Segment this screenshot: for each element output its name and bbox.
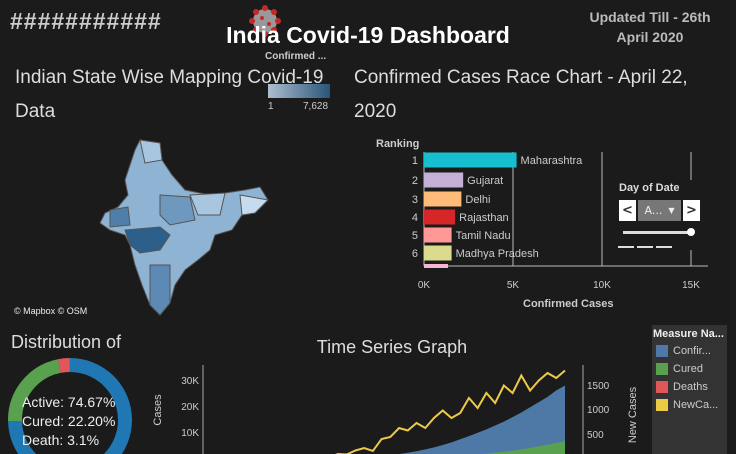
date-dropdown-value: A... bbox=[644, 204, 663, 217]
prev-date-button[interactable]: < bbox=[619, 200, 636, 221]
date-slider-track[interactable] bbox=[623, 231, 693, 234]
cured-area bbox=[481, 441, 565, 454]
y2-tick-label: 500 bbox=[587, 430, 604, 441]
updated-date: Updated Till - 26th April 2020 bbox=[580, 7, 720, 47]
updated-line1: Updated Till - 26th bbox=[589, 9, 711, 25]
chevron-down-icon: ▼ bbox=[668, 206, 675, 215]
x-tick-label: 5K bbox=[507, 280, 520, 291]
active-pct: Active: 74.67% bbox=[22, 394, 116, 410]
map-title-line1: Indian State Wise Mapping Covid-19 bbox=[15, 67, 324, 88]
header-hashes: ########### bbox=[10, 8, 162, 34]
legend-swatch bbox=[656, 381, 668, 393]
bar-partial bbox=[424, 264, 449, 268]
y-axis-label: Cases bbox=[152, 394, 164, 426]
legend-swatch bbox=[656, 363, 668, 375]
rank-label: 6 bbox=[412, 248, 418, 260]
distribution-donut bbox=[8, 358, 132, 454]
y-tick-label: 10K bbox=[181, 428, 199, 439]
map-legend-max: 7,628 bbox=[303, 101, 329, 112]
timeseries-chart: 30K 20K 10K 1500 1000 500 Cases New Cases bbox=[152, 365, 639, 454]
race-title: Confirmed Cases Race Chart - April 22, 20… bbox=[354, 61, 688, 129]
legend-swatch bbox=[656, 399, 668, 411]
playback-controls[interactable] bbox=[618, 246, 672, 248]
map-title: Indian State Wise Mapping Covid-19 Data bbox=[15, 61, 323, 129]
distribution-title: Distribution of bbox=[11, 332, 122, 352]
y2-tick-label: 1000 bbox=[587, 405, 610, 416]
bar-label: Maharashtra bbox=[521, 155, 584, 167]
map-legend-min: 1 bbox=[268, 101, 274, 112]
y-tick-label: 30K bbox=[181, 376, 199, 387]
map-title-line2: Data bbox=[15, 101, 56, 122]
race-title-line2: 2020 bbox=[354, 101, 397, 122]
legend-label: Deaths bbox=[673, 381, 708, 393]
x-tick-label: 15K bbox=[682, 280, 700, 291]
bar-delhi bbox=[424, 191, 462, 207]
donut-slice-active bbox=[8, 358, 132, 454]
bar-label: Tamil Nadu bbox=[456, 230, 511, 242]
legend-item[interactable]: Confir... bbox=[656, 342, 727, 360]
y2-tick-label: 1500 bbox=[587, 381, 610, 392]
race-xlabel: Confirmed Cases bbox=[523, 298, 614, 310]
y-tick-label: 20K bbox=[181, 402, 199, 413]
map-attribution[interactable]: © Mapbox © OSM bbox=[14, 306, 88, 316]
bar-label: Rajasthan bbox=[459, 212, 509, 224]
timeseries-title: Time Series Graph bbox=[316, 337, 468, 357]
day-filter-label: Day of Date bbox=[619, 182, 680, 194]
bar-label: Gujarat bbox=[467, 175, 503, 187]
x-tick-label: 0K bbox=[418, 280, 431, 291]
race-title-line1: Confirmed Cases Race Chart - April 22, bbox=[354, 67, 688, 88]
legend-title: Measure Na... bbox=[653, 328, 724, 340]
donut-slice-death bbox=[57, 358, 71, 373]
y2-axis-label: New Cases bbox=[627, 386, 639, 443]
legend-label: NewCa... bbox=[673, 399, 719, 411]
new-cases-line bbox=[335, 369, 566, 454]
legend-item[interactable]: NewCa... bbox=[656, 396, 727, 414]
legend-item[interactable]: Deaths bbox=[656, 378, 727, 396]
rank-label: 2 bbox=[412, 175, 418, 187]
bar-madhya-pradesh bbox=[424, 245, 452, 261]
bar-tamil-nadu bbox=[424, 227, 452, 243]
distribution-labels: Active: 74.67% Cured: 22.20% Death: 3.1% bbox=[22, 393, 115, 450]
map-legend-title: Confirmed ... bbox=[265, 51, 327, 62]
cured-pct: Cured: 22.20% bbox=[22, 413, 116, 429]
rank-label: 5 bbox=[412, 230, 418, 242]
updated-line2: April 2020 bbox=[616, 29, 684, 45]
bar-label: Delhi bbox=[465, 194, 490, 206]
legend-label: Cured bbox=[673, 363, 703, 375]
day-filter: Day of Date < A... ▼ > bbox=[608, 180, 708, 250]
bar-rajasthan bbox=[424, 209, 456, 225]
page-title: India Covid-19 Dashboard bbox=[226, 22, 510, 48]
ranking-label: Ranking bbox=[376, 138, 420, 150]
coronavirus-icon bbox=[249, 5, 281, 37]
legend-swatch bbox=[656, 345, 668, 357]
india-map[interactable] bbox=[10, 135, 340, 320]
rank-label: 1 bbox=[412, 155, 418, 167]
rank-label: 4 bbox=[412, 212, 418, 224]
next-date-button[interactable]: > bbox=[683, 200, 700, 221]
bar-maharashtra bbox=[424, 152, 517, 168]
confirmed-area bbox=[399, 385, 565, 454]
date-slider-handle[interactable] bbox=[687, 228, 695, 236]
x-tick-label: 10K bbox=[593, 280, 611, 291]
date-dropdown[interactable]: A... ▼ bbox=[638, 200, 681, 221]
legend-item[interactable]: Cured bbox=[656, 360, 727, 378]
bar-gujarat bbox=[424, 172, 464, 188]
rank-label: 3 bbox=[412, 194, 418, 206]
timeseries-legend: Measure Na... Confir... Cured Deaths NewCa.… bbox=[652, 325, 727, 454]
donut-slice-cured bbox=[8, 359, 61, 422]
map-legend-gradient bbox=[268, 84, 330, 98]
legend-label: Confir... bbox=[673, 345, 711, 357]
death-pct: Death: 3.1% bbox=[22, 432, 100, 448]
race-chart: 0K 5K 10K 15K 1 Maharashtra 2 Gujarat 3 Delhi 4 Raj… bbox=[412, 152, 708, 291]
bar-label: Madhya Pradesh bbox=[456, 248, 539, 260]
